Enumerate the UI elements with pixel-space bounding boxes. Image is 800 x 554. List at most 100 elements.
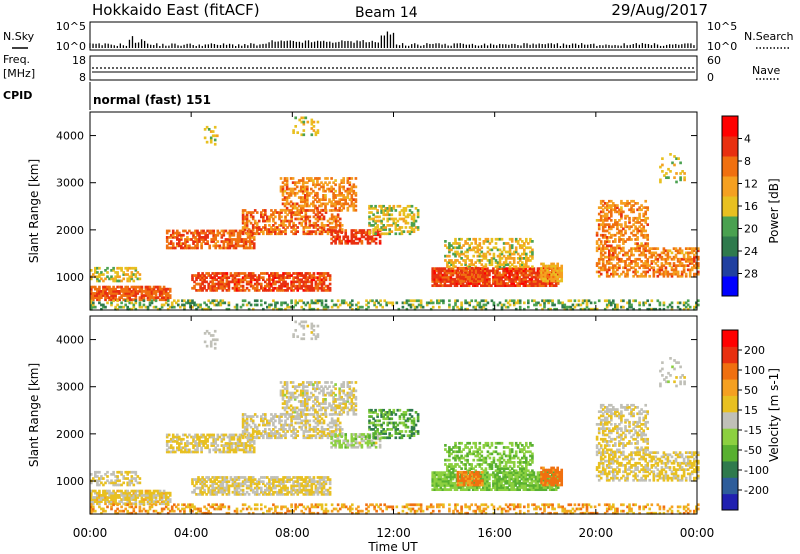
heatmap-cell [534, 280, 538, 283]
colorbar-tick-label: 20 [744, 223, 758, 236]
heatmap-cell [118, 266, 121, 270]
heatmap-cell [686, 255, 690, 259]
heatmap-cell [255, 303, 259, 307]
heatmap-cell [382, 228, 386, 231]
heatmap-cell [262, 217, 265, 221]
heatmap-cell [524, 275, 528, 279]
heatmap-cell [324, 204, 327, 208]
heatmap-cell [224, 238, 228, 241]
heatmap-cell [222, 437, 226, 441]
heatmap-cell [306, 272, 310, 275]
heatmap-cell [304, 274, 308, 277]
heatmap-cell [536, 277, 540, 281]
heatmap-cell [670, 251, 674, 255]
heatmap-cell [112, 481, 115, 485]
heatmap-cell [280, 278, 283, 282]
heatmap-cell [624, 229, 627, 233]
heatmap-cell [644, 229, 648, 233]
heatmap-cell [128, 301, 132, 305]
heatmap-cell [326, 183, 329, 187]
heatmap-cell [296, 226, 300, 229]
heatmap-cell [514, 307, 518, 311]
heatmap-cell [500, 257, 504, 260]
heatmap-cell [686, 257, 690, 261]
heatmap-cell [278, 284, 281, 288]
heatmap-cell [614, 223, 617, 227]
heatmap-cell [199, 284, 202, 288]
heatmap-cell [126, 273, 130, 276]
heatmap-cell [204, 437, 207, 441]
heatmap-cell [608, 240, 611, 243]
heatmap-cell [301, 179, 305, 182]
heatmap-cell [118, 483, 121, 487]
heatmap-cell [193, 488, 196, 492]
heatmap-cell [628, 208, 631, 212]
heatmap-cell [201, 480, 204, 484]
heatmap-cell [251, 272, 255, 275]
heatmap-cell [437, 275, 441, 279]
heatmap-cell [112, 489, 115, 493]
heatmap-cell [386, 207, 390, 210]
heatmap-cell [340, 179, 344, 182]
heatmap-cell [217, 286, 221, 290]
heatmap-cell [285, 183, 289, 187]
heatmap-cell [506, 250, 510, 254]
heatmap-cell [518, 301, 522, 305]
heatmap-cell [190, 238, 193, 241]
heatmap-cell [304, 289, 308, 292]
heatmap-cell [169, 437, 173, 441]
heatmap-cell [334, 229, 337, 232]
heatmap-cell [216, 244, 220, 248]
heatmap-cell [510, 273, 513, 277]
heatmap-cell [690, 268, 694, 272]
heatmap-cell [140, 305, 144, 309]
heatmap-cell [378, 233, 382, 237]
heatmap-cell [364, 233, 368, 237]
heatmap-cell [413, 307, 417, 311]
heatmap-cell [154, 305, 158, 309]
heatmap-cell [300, 278, 304, 282]
heatmap-cell [289, 200, 293, 204]
heatmap-cell [247, 232, 251, 236]
heatmap-cell [380, 211, 383, 214]
heatmap-cell [494, 237, 498, 241]
heatmap-cell [500, 273, 503, 277]
heatmap-cell [412, 219, 416, 223]
heatmap-cell [676, 270, 680, 274]
heatmap-cell [366, 231, 370, 235]
heatmap-cell [332, 198, 335, 202]
heatmap-cell [202, 440, 205, 443]
heatmap-cell [531, 299, 534, 303]
heatmap-cell [201, 280, 204, 284]
heatmap-cell [316, 282, 320, 286]
heatmap-cell [318, 232, 322, 236]
heatmap-cell [332, 208, 335, 212]
heatmap-cell [270, 303, 273, 307]
heatmap-cell [209, 488, 213, 492]
heatmap-cell [441, 277, 445, 281]
heatmap-cell [160, 305, 164, 309]
heatmap-cell [104, 285, 107, 289]
heatmap-cell [697, 257, 700, 261]
heatmap-cell [338, 239, 342, 243]
heatmap-cell [228, 433, 232, 437]
heatmap-cell [286, 284, 289, 288]
heatmap-cell [165, 448, 169, 452]
heatmap-cell [320, 204, 323, 208]
heatmap-cell [508, 250, 512, 254]
heatmap-cell [456, 252, 459, 256]
heatmap-cell [120, 266, 123, 270]
heatmap-cell [452, 307, 455, 311]
heatmap-cell [624, 231, 627, 235]
heatmap-cell [340, 185, 344, 189]
heatmap-cell [348, 187, 352, 191]
heatmap-cell [410, 224, 414, 227]
heatmap-cell [253, 289, 257, 292]
heatmap-cell [672, 264, 676, 268]
heatmap-cell [648, 249, 652, 253]
heatmap-cell [178, 437, 181, 441]
heatmap-cell [120, 305, 123, 309]
heatmap-cell [128, 502, 132, 506]
heatmap-cell [666, 272, 670, 276]
heatmap-cell [100, 307, 103, 311]
